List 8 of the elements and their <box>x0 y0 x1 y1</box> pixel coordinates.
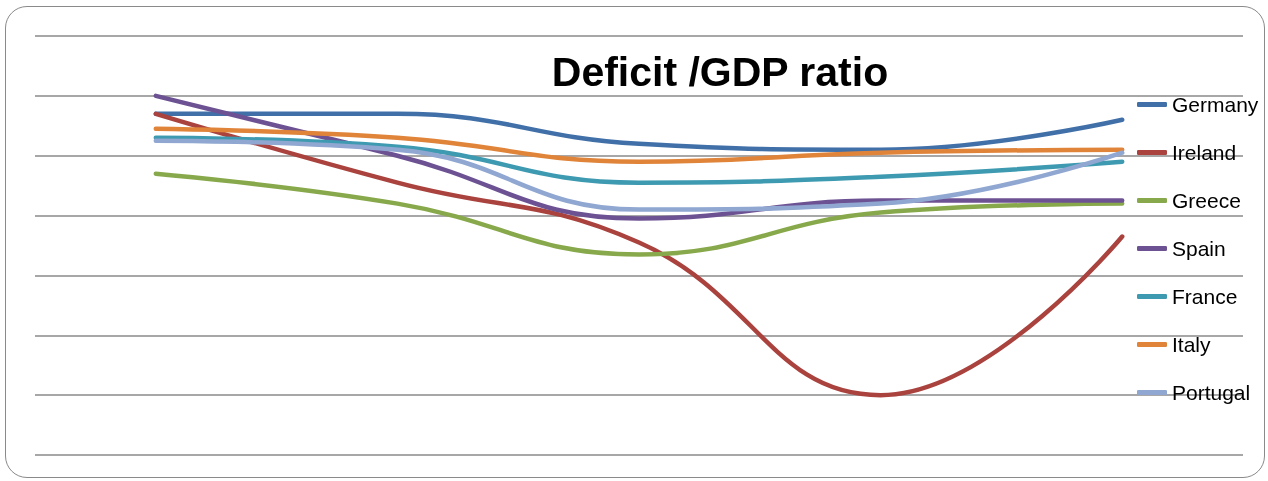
legend-label: Portugal <box>1172 381 1251 404</box>
legend-label: Ireland <box>1172 141 1237 164</box>
legend-label: Germany <box>1172 93 1259 116</box>
chart-title: Deficit /GDP ratio <box>551 48 889 95</box>
legend-label: Spain <box>1172 237 1226 260</box>
legend-label: Italy <box>1172 333 1212 356</box>
legend-label: Greece <box>1172 189 1241 212</box>
legend-label: France <box>1172 285 1238 308</box>
